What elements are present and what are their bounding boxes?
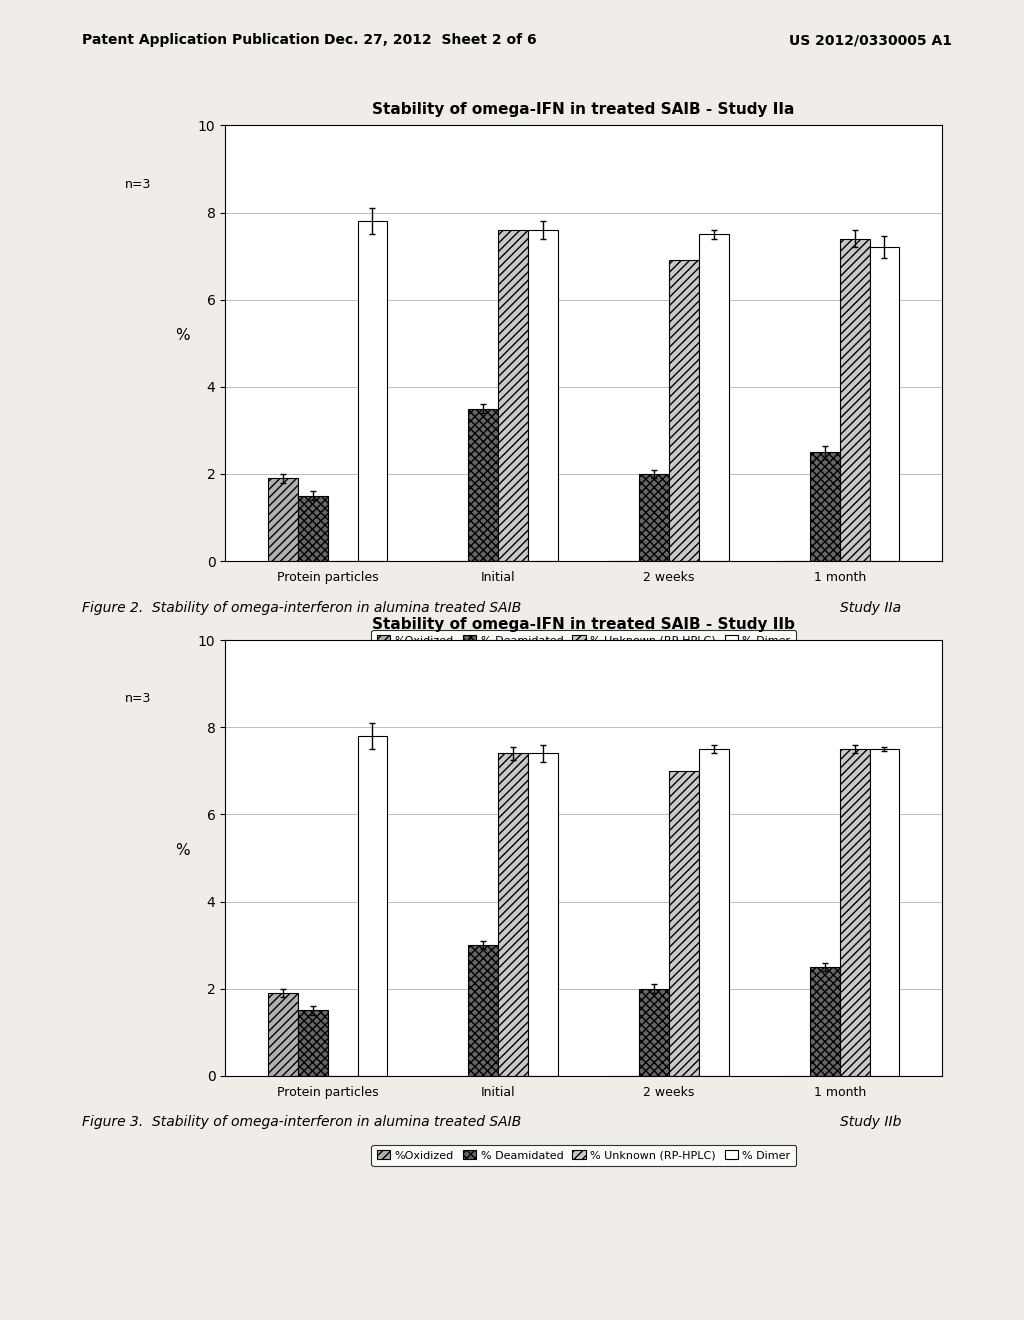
Bar — [528, 754, 558, 1076]
Title: Stability of omega-IFN in treated SAIB - Study IIa: Stability of omega-IFN in treated SAIB -… — [373, 102, 795, 117]
Y-axis label: %: % — [175, 329, 189, 343]
Bar — [268, 478, 298, 561]
Bar — [669, 260, 698, 561]
Bar — [298, 1011, 328, 1076]
Bar — [699, 235, 729, 561]
Text: n=3: n=3 — [125, 178, 152, 190]
Bar — [469, 409, 499, 561]
Bar — [869, 247, 899, 561]
Text: Patent Application Publication: Patent Application Publication — [82, 33, 319, 48]
Text: n=3: n=3 — [125, 693, 152, 705]
Bar — [840, 748, 869, 1076]
Bar — [469, 945, 499, 1076]
Bar — [639, 989, 669, 1076]
Title: Stability of omega-IFN in treated SAIB - Study IIb: Stability of omega-IFN in treated SAIB -… — [373, 616, 795, 632]
Text: Study IIb: Study IIb — [840, 1115, 901, 1130]
Bar — [268, 993, 298, 1076]
Text: Dec. 27, 2012  Sheet 2 of 6: Dec. 27, 2012 Sheet 2 of 6 — [324, 33, 537, 48]
Text: Figure 2.  Stability of omega-interferon in alumina treated SAIB: Figure 2. Stability of omega-interferon … — [82, 601, 521, 615]
Bar — [840, 239, 869, 561]
Bar — [499, 754, 528, 1076]
Legend: %Oxidized, % Deamidated, % Unknown (RP-HPLC), % Dimer: %Oxidized, % Deamidated, % Unknown (RP-H… — [372, 630, 796, 651]
Bar — [669, 771, 698, 1076]
Bar — [699, 748, 729, 1076]
Bar — [357, 737, 387, 1076]
Bar — [639, 474, 669, 561]
Bar — [499, 230, 528, 561]
Bar — [298, 496, 328, 561]
Bar — [357, 222, 387, 561]
Text: Study IIa: Study IIa — [840, 601, 901, 615]
Text: US 2012/0330005 A1: US 2012/0330005 A1 — [788, 33, 952, 48]
Bar — [528, 230, 558, 561]
Y-axis label: %: % — [175, 843, 189, 858]
Bar — [869, 748, 899, 1076]
Legend: %Oxidized, % Deamidated, % Unknown (RP-HPLC), % Dimer: %Oxidized, % Deamidated, % Unknown (RP-H… — [372, 1144, 796, 1166]
Bar — [810, 966, 840, 1076]
Bar — [810, 451, 840, 561]
Text: Figure 3.  Stability of omega-interferon in alumina treated SAIB: Figure 3. Stability of omega-interferon … — [82, 1115, 521, 1130]
